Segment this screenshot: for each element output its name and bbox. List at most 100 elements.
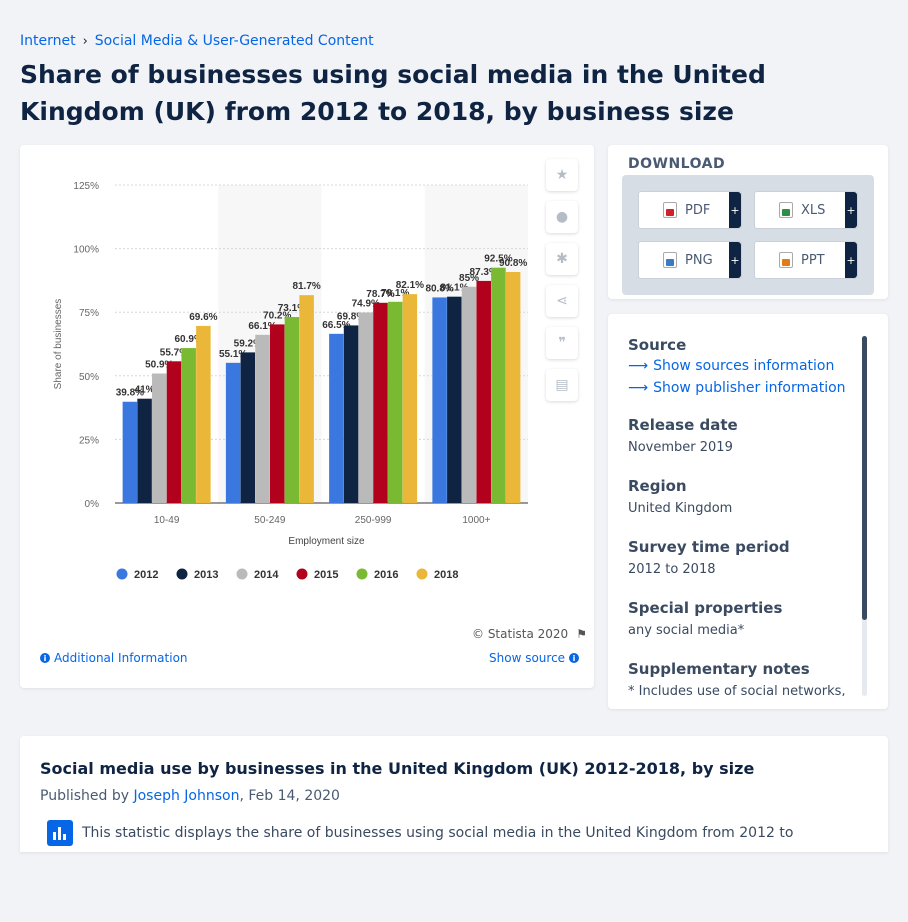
scrollbar[interactable] [862, 336, 867, 696]
breadcrumb-separator: › [82, 33, 88, 49]
bar-2012-10-49 [122, 401, 138, 503]
bell-icon[interactable]: ● [546, 201, 578, 233]
breadcrumb-item-internet[interactable]: Internet [20, 33, 76, 49]
flag-icon[interactable]: ⚑ [576, 627, 587, 641]
breadcrumb-item-social-media[interactable]: Social Media & User-Generated Content [94, 33, 374, 49]
print-icon[interactable]: ▤ [546, 369, 578, 401]
y-tick-label: 100% [73, 245, 99, 256]
x-tick-label: 250-999 [355, 515, 392, 526]
scrollbar-thumb[interactable] [862, 336, 867, 620]
bar-chart: 0% 25% 50% 75% 100% 125% Share of businesses 39… [53, 181, 528, 581]
png-file-icon [663, 252, 677, 268]
bar-2018-50-249 [299, 295, 314, 503]
ppt-file-icon [779, 252, 793, 268]
legend-entry-2018: 2018 [434, 569, 458, 581]
data-label: 92.5% [484, 254, 512, 265]
description-title: Social media use by businesses in the Un… [40, 759, 755, 778]
author-link[interactable]: Joseph Johnson [133, 788, 240, 804]
chart-card: 0% 25% 50% 75% 100% 125% Share of businesses 39… [20, 145, 594, 688]
bar-2013-10-49 [137, 398, 152, 503]
quote-icon[interactable]: ❞ [546, 327, 578, 359]
data-label: 66.5% [322, 320, 350, 331]
data-label: 66.1% [248, 321, 276, 332]
description-card: Social media use by businesses in the Un… [20, 736, 888, 852]
bar-2016-250-999 [387, 301, 403, 503]
bar-2016-10-49 [181, 348, 196, 503]
bar-2015-50-249 [269, 324, 285, 503]
y-axis-label: Share of businesses [53, 299, 64, 390]
legend-marker-2012 [116, 568, 128, 580]
data-label: 81.7% [292, 281, 320, 292]
bar-2016-1000+ [491, 267, 506, 503]
download-png-label: PNG [685, 252, 713, 268]
data-label: 90.8% [499, 258, 527, 269]
xls-file-icon [779, 202, 793, 218]
supplementary-notes-heading: Supplementary notes [628, 660, 810, 678]
legend-entry-2014: 2014 [254, 569, 279, 581]
published-by-label: Published by [40, 788, 130, 804]
survey-period-heading: Survey time period [628, 538, 790, 556]
info-icon: i [569, 653, 580, 663]
statistic-icon [47, 820, 73, 846]
data-label: 78.7% [366, 289, 394, 300]
legend-marker-2016 [356, 568, 368, 580]
show-sources-link[interactable]: ⟶ Show sources information [628, 358, 853, 374]
data-label: 41% [135, 385, 155, 396]
bar-2018-10-49 [196, 325, 211, 503]
survey-period-value: 2012 to 2018 [628, 562, 716, 577]
plus-icon[interactable]: + [845, 192, 857, 228]
bar-2012-1000+ [432, 297, 447, 503]
data-label: 79.1% [381, 288, 409, 299]
bar-2013-1000+ [447, 296, 462, 503]
gear-icon[interactable]: ✱ [546, 243, 578, 275]
show-source-link[interactable]: Show source i [489, 651, 580, 665]
source-panel[interactable]: Source ⟶ Show sources information ⟶ Show… [628, 336, 853, 696]
bar-2015-10-49 [166, 361, 182, 503]
data-label: 81.1% [440, 283, 468, 294]
x-tick-label: 50-249 [254, 515, 286, 526]
arrow-right-icon: ⟶ [628, 380, 649, 396]
show-publisher-label: Show publisher information [653, 380, 846, 396]
copyright: © Statista 2020 ⚑ [472, 627, 587, 641]
bar-2018-1000+ [505, 272, 521, 503]
download-ppt-label: PPT [801, 252, 825, 268]
supplementary-notes-value: * Includes use of social networks, busin… [628, 684, 846, 696]
x-axis-label: Employment size [288, 536, 365, 547]
share-icon[interactable]: ⋖ [546, 285, 578, 317]
info-icon: i [40, 653, 50, 663]
download-ppt-button[interactable]: PPT + [754, 241, 858, 279]
legend-marker-2013 [176, 568, 188, 580]
description-text: This statistic displays the share of bus… [82, 825, 794, 841]
data-label: 69.6% [189, 312, 217, 323]
bar-2013-250-999 [343, 325, 359, 503]
data-label: 59.2% [234, 338, 262, 349]
legend-entry-2013: 2013 [194, 569, 218, 581]
arrow-right-icon: ⟶ [628, 358, 649, 374]
y-tick-label: 0% [85, 499, 100, 510]
bar-2014-50-249 [255, 334, 270, 503]
y-tick-label: 50% [79, 372, 99, 383]
bar-2014-250-999 [358, 312, 374, 503]
special-properties-value: any social media* [628, 623, 745, 638]
download-panel: PDF + XLS + PNG + PPT + [622, 175, 874, 295]
bar-2018-250-999 [402, 294, 418, 503]
star-icon[interactable]: ★ [546, 159, 578, 191]
download-png-button[interactable]: PNG + [638, 241, 742, 279]
additional-info-link[interactable]: i Additional Information [40, 651, 188, 665]
show-publisher-link[interactable]: ⟶ Show publisher information [628, 380, 853, 396]
download-card: DOWNLOAD PDF + XLS + PNG + PPT + [608, 145, 888, 299]
plus-icon[interactable]: + [729, 192, 741, 228]
breadcrumb: Internet › Social Media & User-Generated… [20, 33, 374, 49]
plus-icon[interactable]: + [845, 242, 857, 278]
show-source-label: Show source [489, 651, 566, 665]
x-tick-label: 1000+ [462, 515, 490, 526]
download-pdf-button[interactable]: PDF + [638, 191, 742, 229]
show-sources-label: Show sources information [653, 358, 835, 374]
download-xls-button[interactable]: XLS + [754, 191, 858, 229]
source-heading: Source [628, 336, 687, 354]
legend-entry-2012: 2012 [134, 569, 158, 581]
copyright-text: © Statista 2020 [472, 627, 569, 641]
data-label: 55.7% [160, 347, 188, 358]
x-tick-label: 10-49 [154, 515, 180, 526]
plus-icon[interactable]: + [729, 242, 741, 278]
